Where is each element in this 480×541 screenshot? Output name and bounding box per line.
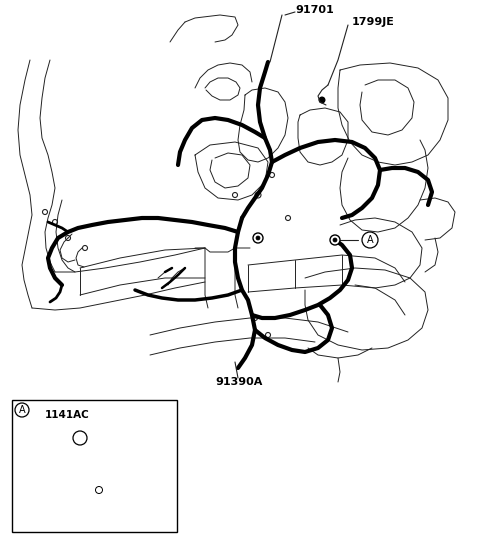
Text: A: A (367, 235, 373, 245)
Text: 91390A: 91390A (215, 377, 263, 387)
Circle shape (256, 236, 260, 240)
Text: 91701: 91701 (295, 5, 334, 15)
Circle shape (330, 235, 340, 245)
Text: A: A (19, 405, 25, 415)
Circle shape (319, 96, 325, 103)
Bar (12, 400, 177, 532)
Circle shape (253, 233, 263, 243)
Circle shape (333, 238, 337, 242)
Text: 1799JE: 1799JE (352, 17, 395, 27)
Text: 1141AC: 1141AC (45, 410, 90, 420)
